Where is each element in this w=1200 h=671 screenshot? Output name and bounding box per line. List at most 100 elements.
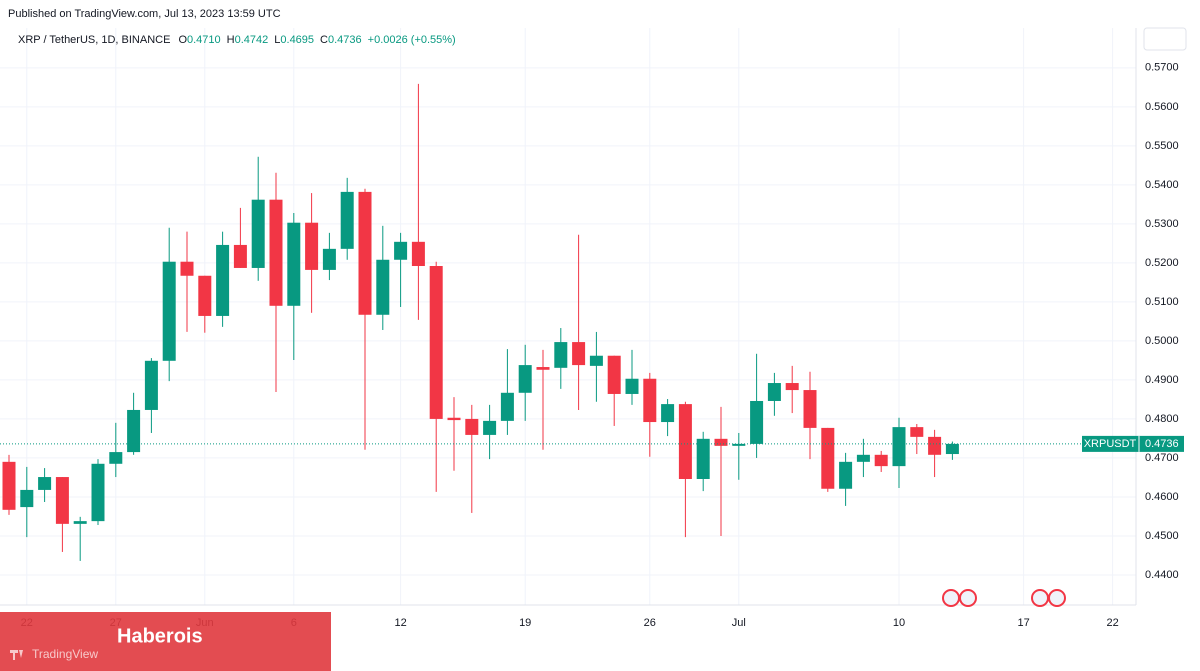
y-tick-label: 0.4700 [1145, 452, 1179, 464]
x-tick-label: 17 [1017, 617, 1029, 629]
banner [0, 612, 331, 671]
price-label-box [1082, 435, 1184, 452]
candle-body [945, 443, 959, 455]
candle-body [785, 383, 799, 391]
candle-body [714, 438, 728, 446]
candle-body [500, 392, 514, 421]
candle-body [536, 367, 550, 370]
ohlc-label: L [274, 34, 280, 46]
y-tick-label: 0.5400 [1145, 179, 1179, 191]
y-tick-label: 0.5100 [1145, 296, 1179, 308]
candle-body [767, 383, 781, 401]
banner-text: Haberois [117, 625, 203, 647]
candles-layer [0, 83, 1136, 561]
x-tick-label: 19 [519, 617, 531, 629]
candle-body [678, 404, 692, 479]
ohlc-label: O [178, 34, 187, 46]
candle-body [287, 222, 301, 306]
candle-body [198, 275, 212, 316]
candle-body [750, 400, 764, 444]
x-tick-label: 12 [394, 617, 406, 629]
symbol-title: XRP / TetherUS, 1D, BINANCE [18, 34, 170, 46]
candle-body [2, 461, 16, 510]
candle-body [910, 427, 924, 437]
candle-body [162, 261, 176, 361]
y-tick-label: 0.5300 [1145, 218, 1179, 230]
candle-body [429, 266, 443, 419]
y-tick-label: 0.4400 [1145, 569, 1179, 581]
x-tick-label: Jul [732, 617, 746, 629]
candle-body [322, 248, 336, 270]
candle-body [376, 259, 390, 315]
candle-body [928, 436, 942, 455]
candle-body [55, 477, 69, 524]
x-tick-label: 10 [893, 617, 905, 629]
candle-body [38, 477, 52, 490]
y-tick-label: 0.5500 [1145, 140, 1179, 152]
candle-body [465, 418, 479, 435]
published-note: Published on TradingView.com, Jul 13, 20… [8, 8, 281, 20]
candle-body [643, 378, 657, 423]
candle-body [109, 452, 123, 464]
x-tick-label: 22 [1106, 617, 1118, 629]
candle-body [589, 355, 603, 366]
candle-body [483, 420, 497, 435]
y-tick-label: 0.4800 [1145, 413, 1179, 425]
candle-body [233, 244, 247, 268]
ohlc-value: 0.4710 [187, 34, 221, 46]
watermark: TradingView [32, 647, 98, 661]
flag-icon[interactable] [959, 589, 977, 607]
candle-body [216, 244, 230, 316]
ohlc-value: 0.4695 [280, 34, 314, 46]
logo-icon [10, 650, 23, 660]
y-tick-label: 0.5200 [1145, 257, 1179, 269]
y-tick-label: 0.5600 [1145, 101, 1179, 113]
y-tick-label: 0.4600 [1145, 491, 1179, 503]
flag-icon[interactable] [1031, 589, 1049, 607]
y-tick-label: 0.4500 [1145, 530, 1179, 542]
flag-icon[interactable] [1048, 589, 1066, 607]
candle-body [625, 378, 639, 394]
candle-body [394, 241, 408, 260]
ohlc-label: H [227, 34, 235, 46]
candle-body [358, 191, 372, 315]
candle-body [607, 355, 621, 394]
last-price-label: 0.4736 [1145, 438, 1179, 450]
event-flags [942, 589, 1066, 607]
candle-body [305, 222, 319, 270]
axes-layer: 0.4400 0.4500 0.4600 0.4700 0.4800 0.4900 0.50… [21, 62, 1184, 629]
candle-body [447, 417, 461, 421]
symbol-label: XRPUSDT [1084, 438, 1137, 450]
candle-body [572, 342, 586, 366]
y-tick-label: 0.5000 [1145, 335, 1179, 347]
candle-body [518, 365, 532, 393]
candle-body [696, 438, 710, 479]
candle-body [892, 427, 906, 467]
candle-body [821, 427, 835, 489]
candle-body [874, 454, 888, 467]
header: XRP / TetherUS, 1D, BINANCE O 0.4710 H 0.474… [18, 34, 456, 46]
candle-body [127, 409, 141, 453]
y-tick-label: 0.4900 [1145, 374, 1179, 386]
candle-body [803, 390, 817, 428]
candle-body [91, 463, 105, 522]
x-tick-label: 26 [644, 617, 656, 629]
change-value: +0.0026 (+0.55%) [368, 34, 456, 46]
candle-body [20, 489, 34, 508]
candle-body [661, 404, 675, 423]
candle-body [269, 199, 283, 306]
flag-icon[interactable] [942, 589, 960, 607]
candle-body [554, 342, 568, 368]
y-tick-label: 0.5700 [1145, 62, 1179, 74]
ohlc-value: 0.4742 [235, 34, 269, 46]
candle-body [180, 261, 194, 276]
scale-button[interactable] [1143, 27, 1187, 51]
candle-body [839, 461, 853, 489]
candle-body [73, 521, 87, 524]
candle-body [411, 241, 425, 267]
candle-body [856, 454, 870, 462]
ohlc-value: 0.4736 [328, 34, 362, 46]
